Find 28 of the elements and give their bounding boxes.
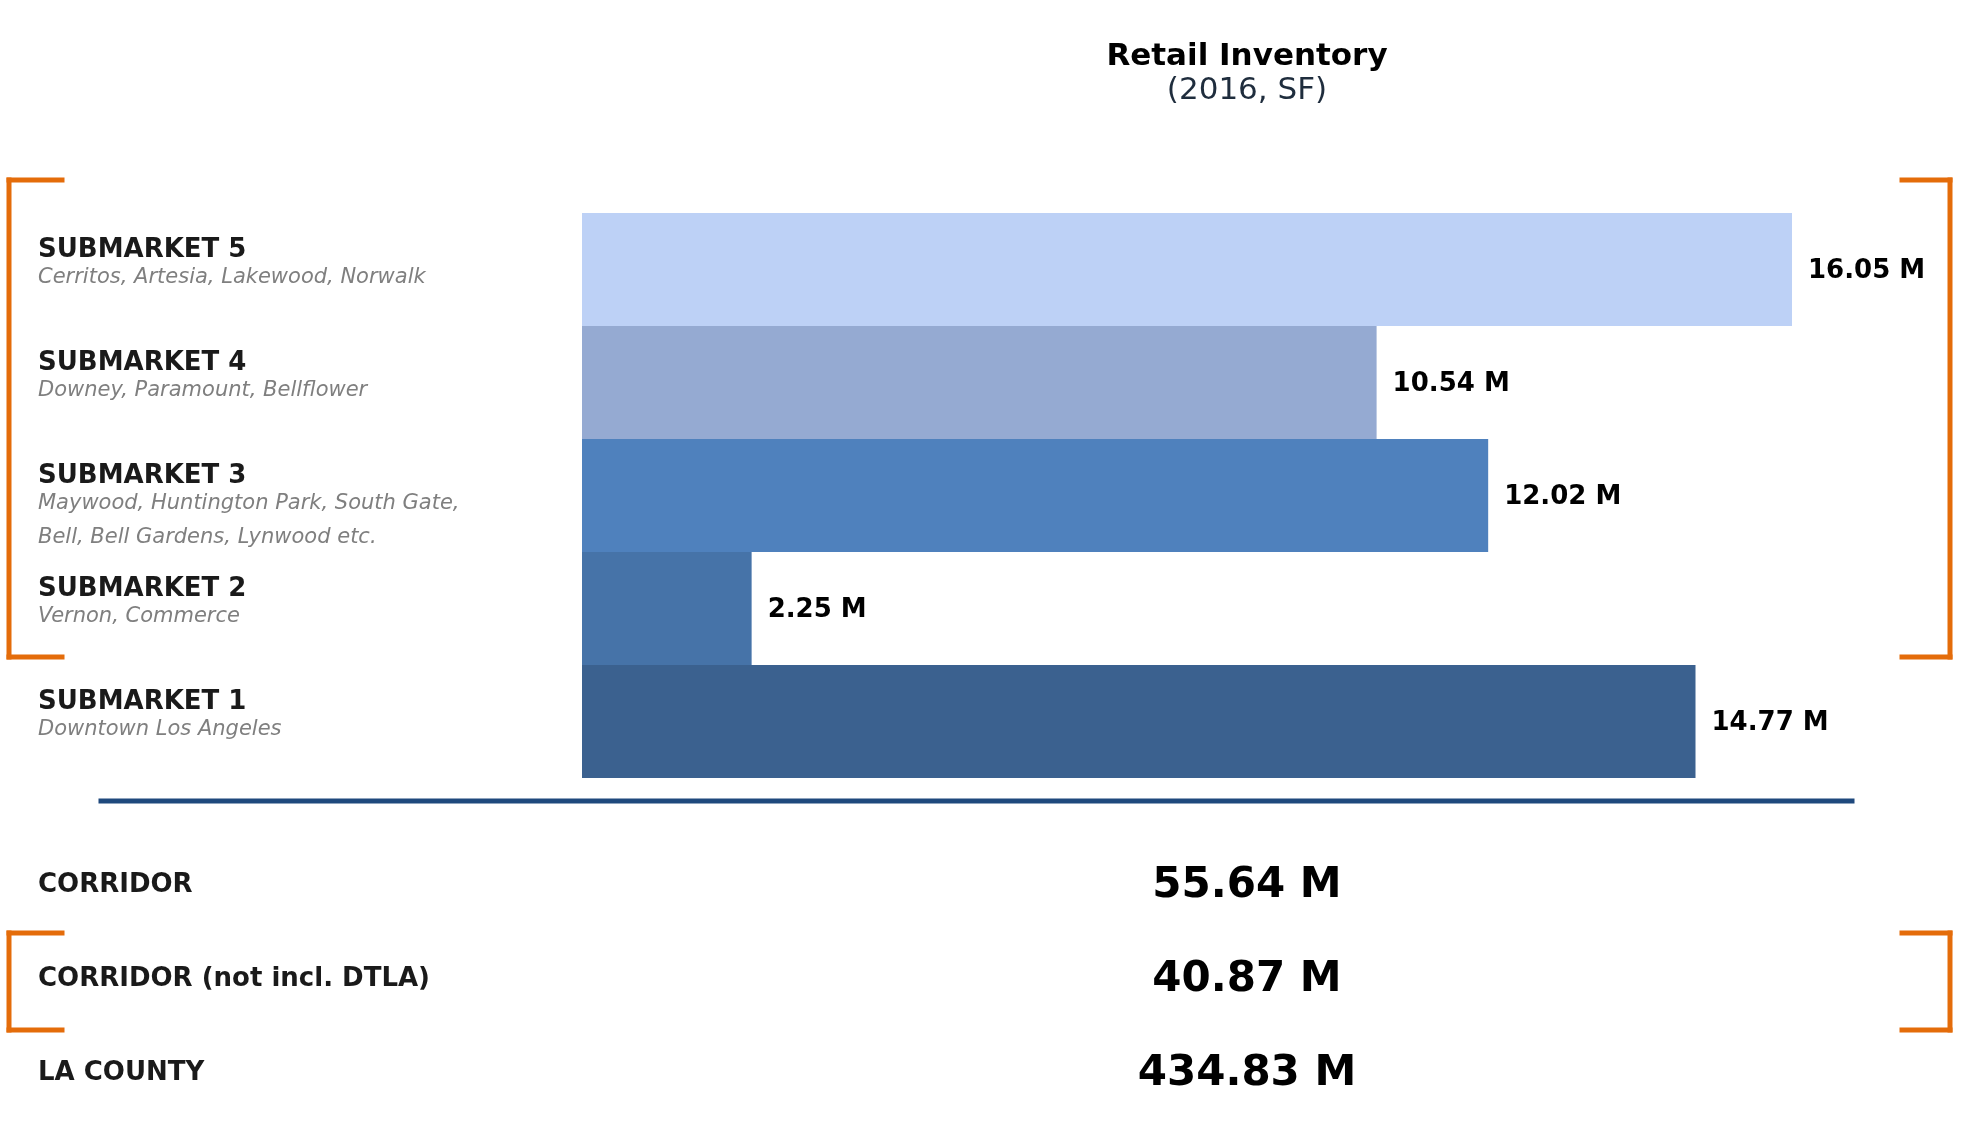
bar [582,439,1489,552]
y-tick-label: SUBMARKET 2 [38,571,247,602]
text: Downtown Los Angeles [38,715,282,740]
data-label: 55.64 M [1152,858,1342,907]
text: Downey, Paramount, Bellflower [38,376,369,401]
data-label: 10.54 M [1392,366,1510,397]
y-tick-label: SUBMARKET 5 [38,232,247,263]
data-label: 14.77 M [1711,705,1829,736]
data-label: 12.02 M [1504,479,1622,510]
chart-title: Retail Inventory [1106,36,1388,73]
text: Cerritos, Artesia, Lakewood, Norwalk [38,263,427,288]
bar [582,552,752,665]
bar [582,213,1792,326]
y-tick-label: SUBMARKET 4 [38,345,247,376]
y-tick-label: SUBMARKET 3 [38,458,247,489]
text: Vernon, Commerce [38,602,240,627]
data-label: 2.25 M [767,592,867,623]
y-tick-label: SUBMARKET 1 [38,684,247,715]
data-label: 434.83 M [1137,1046,1357,1095]
category-label: CORRIDOR [38,868,193,898]
bar [582,665,1696,778]
data-label: 16.05 M [1808,253,1926,284]
bar [582,326,1377,439]
category-label: LA COUNTY [38,1056,206,1086]
chart-subtitle: (2016, SF) [1166,70,1328,107]
data-label: 40.87 M [1152,952,1342,1001]
category-label: CORRIDOR (not incl. DTLA) [38,962,430,992]
text: Maywood, Huntington Park, South Gate, Bell, Bell Gardens, Lynwood etc. [38,489,460,548]
